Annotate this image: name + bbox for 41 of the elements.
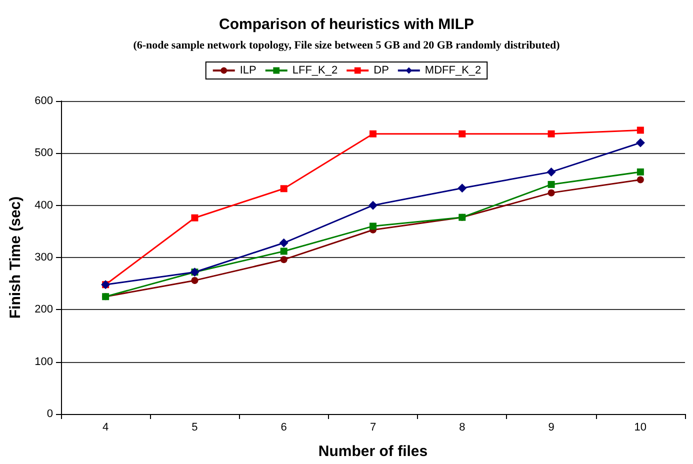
point bbox=[370, 222, 376, 230]
x-tick-label: 10 bbox=[634, 422, 647, 434]
point bbox=[280, 256, 288, 264]
x-tick-label: 8 bbox=[459, 422, 466, 434]
y-tick-label: 200 bbox=[34, 304, 53, 316]
point bbox=[370, 130, 376, 138]
x-axis-title: Number of files bbox=[318, 443, 428, 460]
point bbox=[191, 214, 198, 222]
point bbox=[280, 248, 288, 255]
point bbox=[279, 238, 288, 248]
y-tick-label: 600 bbox=[34, 95, 53, 107]
point bbox=[546, 167, 556, 176]
point bbox=[548, 189, 555, 196]
legend-label: ILP bbox=[240, 64, 256, 76]
point bbox=[636, 126, 644, 134]
point bbox=[191, 276, 198, 284]
point bbox=[548, 180, 555, 188]
point bbox=[636, 176, 644, 184]
chart-subtitle: (6-node sample network topology, File size between 5 GB and 20 GB randomly distributed) bbox=[133, 40, 560, 52]
x-tick-label: 7 bbox=[370, 422, 376, 434]
legend-label: DP bbox=[374, 64, 389, 76]
point bbox=[458, 130, 466, 138]
y-tick-label: 500 bbox=[34, 147, 53, 160]
point bbox=[636, 168, 644, 176]
x-tick-label: 9 bbox=[548, 422, 554, 434]
y-axis-title: Finish Time (sec) bbox=[7, 196, 24, 319]
legend-label: MDFF_K_2 bbox=[424, 64, 482, 76]
y-tick-label: 300 bbox=[34, 252, 53, 264]
point bbox=[636, 138, 645, 148]
point bbox=[458, 184, 467, 193]
x-tick-label: 4 bbox=[102, 422, 109, 434]
point bbox=[548, 130, 555, 138]
point bbox=[368, 200, 378, 210]
chart-title: Comparison of heuristics with MILP bbox=[218, 16, 474, 33]
y-tick-label: 400 bbox=[34, 199, 53, 212]
legend-label: LFF_K_2 bbox=[292, 64, 338, 76]
x-tick-label: 6 bbox=[280, 422, 287, 434]
point bbox=[280, 185, 288, 192]
x-tick-label: 5 bbox=[192, 422, 198, 434]
y-tick-label: 100 bbox=[34, 356, 53, 368]
y-tick-label: 0 bbox=[46, 408, 53, 420]
